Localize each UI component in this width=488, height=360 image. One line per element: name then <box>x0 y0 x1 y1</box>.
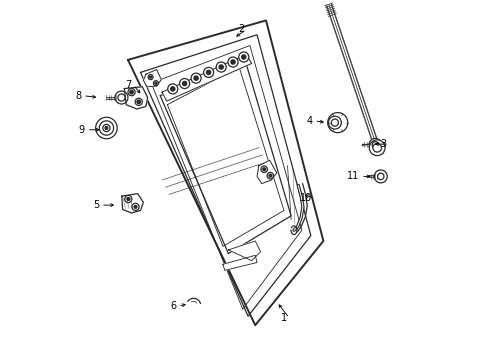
Circle shape <box>182 81 186 86</box>
Circle shape <box>132 203 139 211</box>
Circle shape <box>261 166 267 172</box>
Polygon shape <box>143 69 161 87</box>
Circle shape <box>372 143 381 152</box>
Circle shape <box>191 73 201 83</box>
Circle shape <box>135 98 142 105</box>
Circle shape <box>137 100 140 104</box>
Circle shape <box>216 62 226 72</box>
Circle shape <box>368 138 381 151</box>
Circle shape <box>238 52 248 62</box>
Circle shape <box>118 94 125 101</box>
Circle shape <box>148 75 153 80</box>
Text: 7: 7 <box>125 80 131 90</box>
Circle shape <box>179 78 189 89</box>
Text: 3: 3 <box>379 139 386 149</box>
Circle shape <box>167 84 178 94</box>
Circle shape <box>268 174 271 177</box>
Circle shape <box>371 141 378 148</box>
Circle shape <box>115 91 128 104</box>
Circle shape <box>128 89 135 96</box>
Text: 11: 11 <box>346 171 359 181</box>
Text: 8: 8 <box>75 91 81 101</box>
Circle shape <box>129 90 133 94</box>
Circle shape <box>377 173 383 180</box>
Text: 2: 2 <box>238 24 244 35</box>
Circle shape <box>170 87 175 91</box>
Circle shape <box>330 119 338 126</box>
Text: 10: 10 <box>300 193 312 203</box>
Circle shape <box>124 195 132 203</box>
Polygon shape <box>162 54 251 101</box>
Text: 5: 5 <box>93 200 99 210</box>
Circle shape <box>327 113 347 133</box>
Circle shape <box>153 81 158 86</box>
Circle shape <box>155 82 157 84</box>
Circle shape <box>96 117 117 139</box>
Circle shape <box>227 57 238 67</box>
Circle shape <box>99 121 113 135</box>
Circle shape <box>102 125 110 132</box>
Polygon shape <box>257 160 276 184</box>
Circle shape <box>241 55 245 59</box>
Circle shape <box>266 172 273 179</box>
Circle shape <box>230 60 235 64</box>
Text: 6: 6 <box>170 301 176 311</box>
Polygon shape <box>223 255 257 270</box>
Circle shape <box>219 65 223 69</box>
Circle shape <box>328 116 341 129</box>
Circle shape <box>373 170 386 183</box>
Polygon shape <box>122 194 143 213</box>
Circle shape <box>126 198 129 201</box>
Circle shape <box>149 76 151 78</box>
Circle shape <box>194 76 198 80</box>
Polygon shape <box>124 87 147 109</box>
Circle shape <box>262 168 265 171</box>
Circle shape <box>134 206 137 208</box>
Text: 1: 1 <box>281 313 287 323</box>
Circle shape <box>206 70 210 75</box>
Text: 9: 9 <box>79 125 85 135</box>
Circle shape <box>105 127 108 130</box>
Circle shape <box>368 140 384 156</box>
Text: 4: 4 <box>306 116 312 126</box>
Circle shape <box>203 67 213 77</box>
Polygon shape <box>228 241 260 261</box>
Polygon shape <box>187 298 200 303</box>
